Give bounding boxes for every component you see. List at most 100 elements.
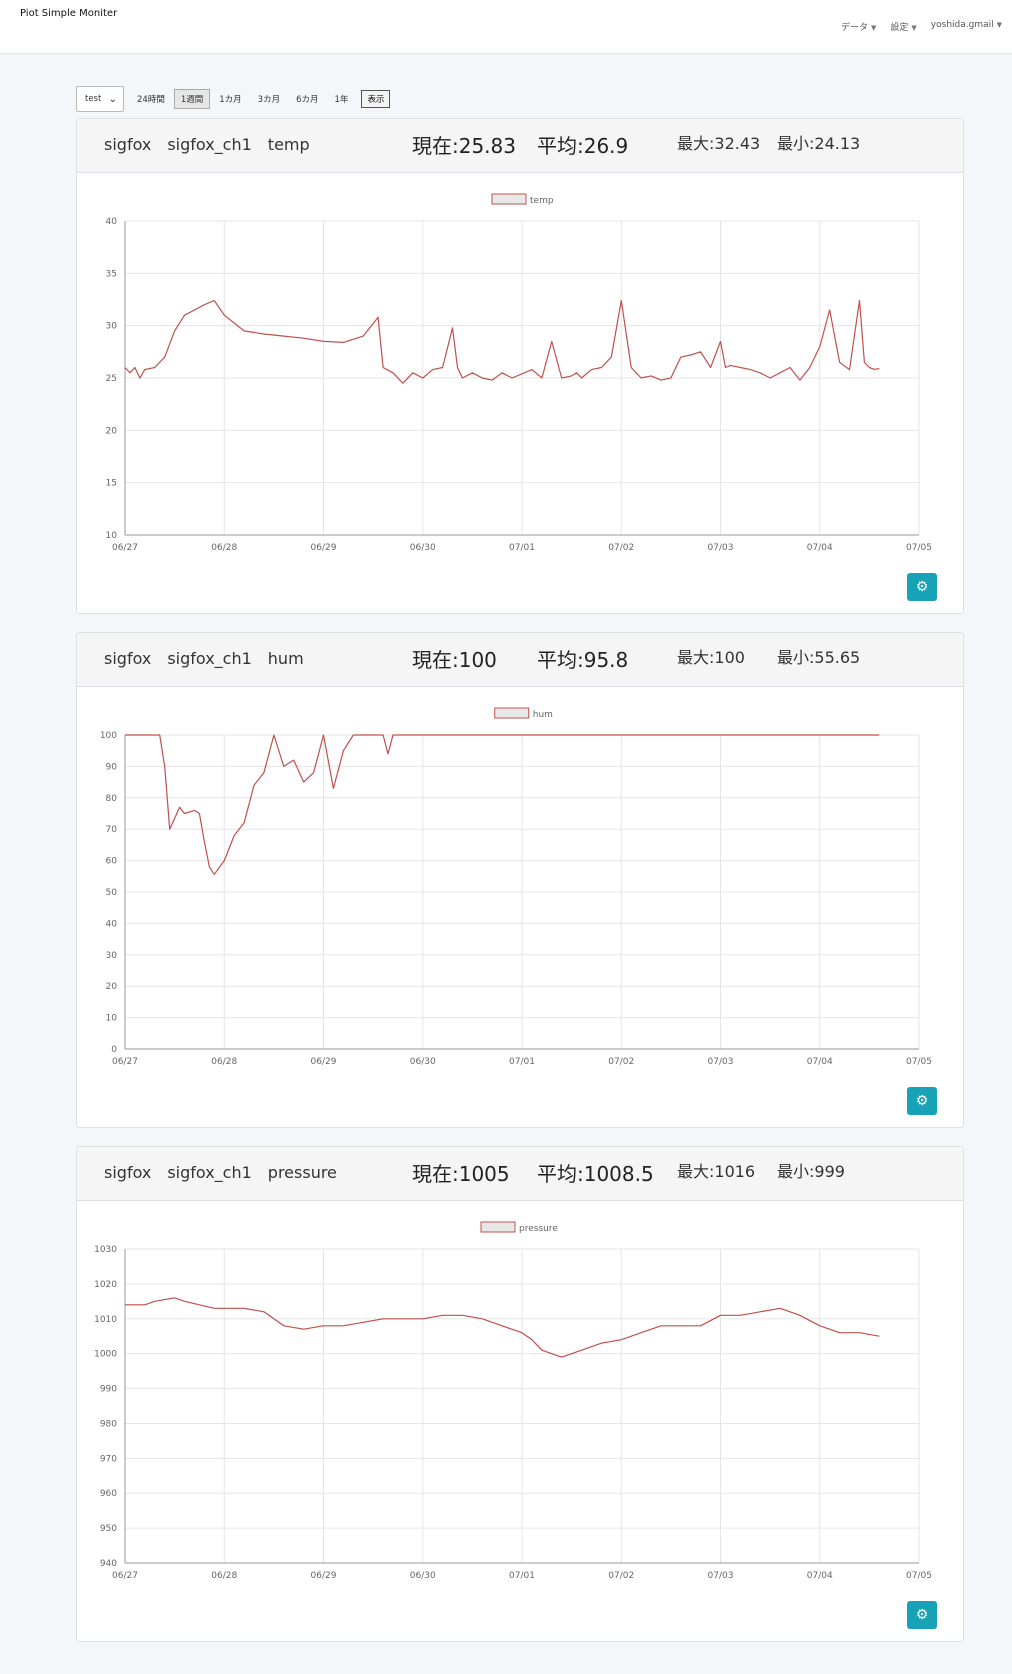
nav-item-label: 設定 xyxy=(890,23,909,33)
max-value: 最大:32.43 xyxy=(677,134,761,153)
card-header: sigfox sigfox_ch1 hum 現在:100 平均:95.8 最大:… xyxy=(77,633,963,687)
x-tick-label: 06/28 xyxy=(211,543,237,553)
x-tick-label: 06/28 xyxy=(211,1057,237,1067)
device-select-value: test xyxy=(85,94,102,104)
y-tick-label: 1000 xyxy=(94,1350,117,1360)
x-tick-label: 07/02 xyxy=(608,1057,634,1067)
legend-label: pressure xyxy=(519,1224,558,1234)
navbar: Piot Simple Moniter データ ▼ 設定 ▼ yoshida.gma… xyxy=(0,0,1012,54)
y-tick-label: 100 xyxy=(100,731,117,741)
current-value: 現在:100 xyxy=(412,648,497,672)
x-tick-label: 07/03 xyxy=(708,1571,734,1581)
min-value: 最小:999 xyxy=(777,1162,845,1181)
y-tick-label: 1010 xyxy=(94,1315,117,1325)
y-tick-label: 940 xyxy=(100,1559,117,1569)
y-tick-label: 50 xyxy=(106,888,118,898)
nav-item-label: yoshida.gmail xyxy=(930,20,994,30)
x-tick-label: 06/29 xyxy=(311,543,337,553)
y-tick-label: 970 xyxy=(100,1454,117,1464)
show-button[interactable]: 表示 xyxy=(361,90,391,108)
card-header: sigfox sigfox_ch1 temp 現在:25.83 平均:26.9 … xyxy=(77,119,963,173)
x-tick-label: 06/27 xyxy=(112,1057,138,1067)
line-chart-hum: hum 0 10 20 30 40 50 60 70 80 90 100 06/27 06/28 06/29… xyxy=(100,707,932,1067)
x-tick-label: 06/30 xyxy=(410,1571,436,1581)
nav-item-user[interactable]: yoshida.gmail ▼ xyxy=(931,20,1002,33)
x-tick-label: 06/30 xyxy=(410,1057,436,1067)
x-tick-label: 07/02 xyxy=(608,543,634,553)
chart-settings-button[interactable]: ⚙ xyxy=(907,1087,937,1115)
legend-label: temp xyxy=(530,196,554,206)
x-tick-label: 06/27 xyxy=(112,1571,138,1581)
y-tick-label: 10 xyxy=(106,1014,118,1024)
y-tick-label: 990 xyxy=(100,1385,117,1395)
x-tick-label: 06/29 xyxy=(311,1057,337,1067)
nav-item-settings[interactable]: 設定 ▼ xyxy=(890,20,916,33)
y-tick-label: 1020 xyxy=(94,1280,117,1290)
y-tick-label: 40 xyxy=(106,919,118,929)
y-tick-label: 70 xyxy=(106,825,118,835)
series-line-temp xyxy=(124,299,880,384)
chart-card-temp: sigfox sigfox_ch1 temp 現在:25.83 平均:26.9 … xyxy=(76,118,964,614)
y-tick-label: 980 xyxy=(100,1419,117,1429)
x-tick-label: 06/28 xyxy=(211,1571,237,1581)
sensor-name: sigfox sigfox_ch1 pressure xyxy=(104,1163,337,1182)
range-6month-button[interactable]: 6カ月 xyxy=(296,95,319,105)
x-tick-label: 07/01 xyxy=(509,1057,535,1067)
x-tick-label: 07/02 xyxy=(608,1571,634,1581)
range-1year-button[interactable]: 1年 xyxy=(334,95,349,105)
y-tick-label: 1030 xyxy=(94,1245,117,1255)
y-tick-label: 30 xyxy=(106,322,118,332)
range-1week-button[interactable]: 1週間 xyxy=(173,89,211,109)
x-tick-label: 06/30 xyxy=(410,543,436,553)
sensor-name: sigfox sigfox_ch1 hum xyxy=(104,649,304,668)
app-title[interactable]: Piot Simple Moniter xyxy=(20,8,118,19)
y-tick-label: 40 xyxy=(106,217,118,227)
current-value: 現在:25.83 xyxy=(412,134,516,158)
current-value: 現在:1005 xyxy=(412,1162,510,1186)
x-tick-label: 07/01 xyxy=(509,543,535,553)
range-3month-button[interactable]: 3カ月 xyxy=(257,95,281,105)
x-tick-label: 07/03 xyxy=(708,1057,734,1067)
x-tick-label: 07/04 xyxy=(807,543,833,553)
series-line-pressure xyxy=(125,1297,880,1358)
gear-icon: ⚙ xyxy=(915,1607,929,1623)
sensor-name: sigfox sigfox_ch1 temp xyxy=(104,135,310,154)
series-line-hum xyxy=(125,734,880,875)
y-tick-label: 15 xyxy=(106,479,117,489)
legend-swatch xyxy=(491,193,527,205)
x-tick-label: 06/29 xyxy=(311,1571,337,1581)
y-tick-label: 30 xyxy=(106,951,118,961)
chart-settings-button[interactable]: ⚙ xyxy=(907,1601,937,1629)
x-tick-label: 07/05 xyxy=(906,543,932,553)
chart-settings-button[interactable]: ⚙ xyxy=(907,573,937,601)
max-value: 最大:100 xyxy=(677,648,745,667)
nav-menu: データ ▼ 設定 ▼ yoshida.gmail ▼ xyxy=(841,20,1002,33)
caret-down-icon: ▼ xyxy=(996,21,1002,29)
caret-down-icon: ▼ xyxy=(911,24,917,32)
x-tick-label: 07/01 xyxy=(509,1571,535,1581)
line-chart-pressure: pressure 940 950 960 970 980 990 1000 1010 1020 10… xyxy=(94,1221,932,1581)
chart-card-pressure: sigfox sigfox_ch1 pressure 現在:1005 平均:10… xyxy=(76,1146,964,1642)
y-tick-label: 20 xyxy=(106,426,118,436)
gear-icon: ⚙ xyxy=(915,579,929,595)
legend-swatch xyxy=(494,707,530,719)
y-tick-label: 960 xyxy=(100,1489,117,1499)
device-select[interactable]: test ⌄ xyxy=(76,86,124,112)
nav-item-label: データ xyxy=(840,23,868,33)
nav-item-data[interactable]: データ ▼ xyxy=(841,20,876,33)
x-tick-label: 07/04 xyxy=(807,1057,833,1067)
x-tick-label: 07/04 xyxy=(807,1571,833,1581)
range-24h-button[interactable]: 24時間 xyxy=(137,95,165,105)
average-value: 平均:1008.5 xyxy=(537,1162,654,1186)
range-1month-button[interactable]: 1カ月 xyxy=(219,95,242,105)
y-tick-label: 25 xyxy=(106,374,117,384)
min-value: 最小:55.65 xyxy=(777,648,861,667)
y-tick-label: 35 xyxy=(106,269,117,279)
x-tick-label: 07/05 xyxy=(906,1057,932,1067)
min-value: 最小:24.13 xyxy=(777,134,861,153)
caret-down-icon: ▼ xyxy=(871,24,877,32)
chevron-down-icon: ⌄ xyxy=(108,93,117,105)
x-tick-label: 06/27 xyxy=(112,543,138,553)
chart-card-hum: sigfox sigfox_ch1 hum 現在:100 平均:95.8 最大:… xyxy=(76,632,964,1128)
legend-swatch xyxy=(480,1221,516,1233)
